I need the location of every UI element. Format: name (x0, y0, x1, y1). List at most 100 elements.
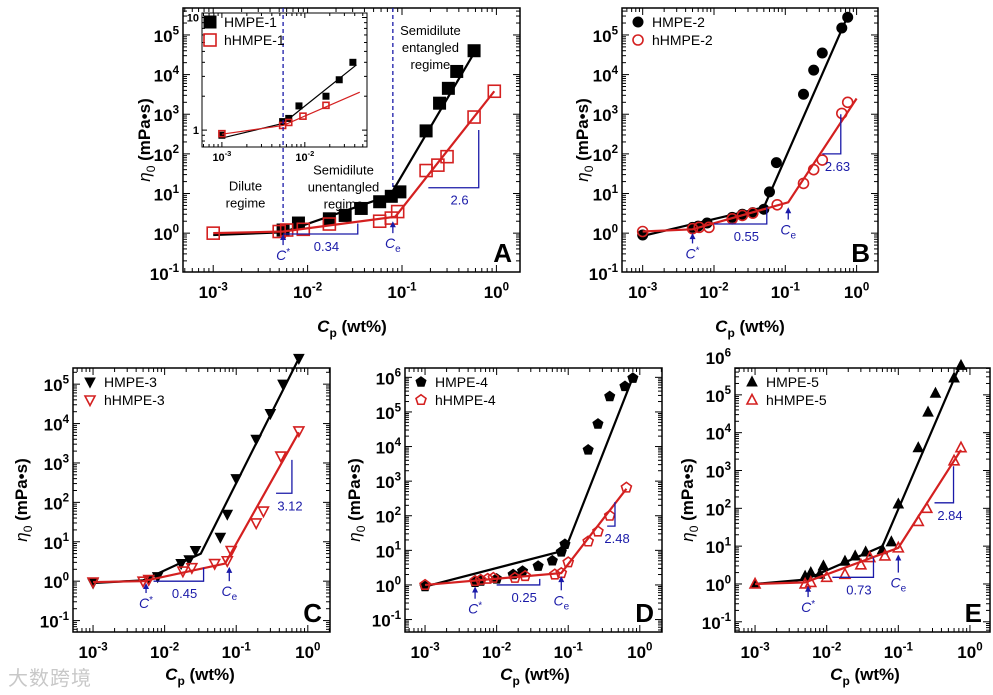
tick-exponent: -2 (718, 281, 728, 293)
data-point (440, 149, 454, 164)
tick-exponent: 2 (63, 493, 69, 505)
data-point (249, 518, 263, 531)
x-label-unit: (wt%) (520, 665, 570, 684)
x-tick-label: 10-2 (482, 641, 511, 662)
inset-data-point (322, 101, 330, 110)
y-label-sub: 0 (354, 525, 368, 532)
data-point (746, 207, 759, 219)
data-point (636, 225, 649, 238)
tick-base: 10 (589, 265, 608, 284)
data-point (582, 444, 594, 455)
tick-exponent: -1 (406, 281, 417, 293)
x-tick-label: 10-1 (222, 641, 252, 662)
x-label-sub: p (512, 674, 519, 688)
label-main: C (139, 595, 150, 611)
tick-exponent: -1 (59, 611, 70, 623)
tick-base: 10 (293, 283, 312, 302)
panel-label: E (965, 598, 982, 628)
legend-marker-icon (745, 392, 759, 405)
tick-exponent: -2 (312, 281, 322, 293)
data-point (842, 11, 854, 23)
tick-base: 10 (376, 473, 395, 492)
slope-label: 2.48 (604, 531, 629, 546)
watermark: 大数跨境 (8, 666, 92, 690)
tick-base: 10 (150, 265, 169, 284)
label-sub: e (232, 592, 238, 603)
tick-base: 10 (44, 455, 63, 474)
fit-line (755, 449, 962, 586)
data-point (224, 545, 238, 558)
plot-frame (404, 367, 663, 633)
label-sup: * (811, 599, 815, 610)
data-point (620, 481, 633, 493)
tick-exponent: 0 (173, 224, 179, 236)
y-tick-label: 104 (154, 65, 180, 86)
tick-base: 10 (376, 577, 395, 596)
y-tick-label: 101 (706, 536, 732, 557)
data-point (555, 546, 567, 557)
tick-base: 10 (150, 643, 169, 662)
slope-label: 0.55 (734, 229, 759, 244)
y-tick-label: 10-1 (702, 612, 732, 633)
tick-exponent: 0 (646, 641, 652, 653)
tick-exponent: -2 (501, 641, 511, 653)
x-tick-label: 10-1 (554, 641, 584, 662)
legend-label: hHMPE-3 (104, 392, 165, 408)
x-tick-label: 100 (627, 641, 652, 662)
data-point (604, 390, 616, 402)
x-tick-label: 10-1 (387, 281, 417, 302)
data-point (136, 576, 150, 589)
y-tick-label: 104 (706, 423, 732, 444)
tick-base: 10 (706, 425, 725, 444)
y-label-sub: 0 (144, 165, 158, 172)
slope-label: 2.63 (825, 159, 850, 174)
regime-label: regime (226, 195, 266, 210)
x-tick-label: 10-2 (150, 641, 179, 662)
label-sup: * (478, 601, 482, 612)
tick-base: 10 (593, 186, 612, 205)
y-tick-label: 102 (593, 144, 618, 165)
tick-exponent: -3 (97, 641, 107, 653)
y-tick-label: 104 (44, 414, 70, 435)
data-point (279, 223, 294, 237)
data-point (183, 555, 195, 567)
data-point (619, 380, 631, 392)
data-point (947, 453, 961, 466)
data-point (390, 204, 405, 219)
slope-triangle (283, 223, 359, 235)
plot-frame (734, 367, 991, 633)
x-label-main: C (500, 665, 513, 684)
tick-base: 10 (957, 643, 976, 662)
tick-base: 10 (44, 534, 63, 553)
tick-base: 10 (154, 225, 173, 244)
tick-exponent: 5 (725, 385, 732, 397)
y-axis-label: η0 (mPa•s) (573, 98, 596, 182)
tick-exponent: 3 (173, 105, 179, 117)
data-point (891, 540, 905, 553)
tick-exponent: 0 (314, 641, 320, 653)
arrow-head-icon (895, 554, 902, 561)
tick-base: 10 (40, 613, 59, 632)
c-star-label: C* (686, 245, 700, 261)
fit-line (93, 431, 300, 584)
legend-marker-icon (632, 16, 644, 28)
y-tick-label: 101 (44, 532, 70, 553)
data-point (250, 434, 263, 446)
slope-triangle (496, 578, 541, 586)
data-point (548, 568, 561, 580)
arrow-head-icon (785, 207, 792, 214)
x-label-main: C (715, 317, 728, 336)
tick-base: 10 (295, 643, 314, 662)
data-point (293, 353, 305, 365)
tick-exponent: 4 (612, 65, 619, 77)
x-label-sub: p (177, 674, 184, 688)
data-point (274, 451, 288, 464)
label-sub: e (901, 584, 907, 595)
y-tick-label: 101 (593, 184, 619, 205)
x-label-unit: (wt%) (337, 317, 387, 336)
x-tick-label: 10-1 (884, 641, 914, 662)
y-label-sub: 0 (582, 165, 596, 172)
tick-exponent: 0 (725, 574, 731, 586)
tick-base: 10 (844, 283, 863, 302)
inset-data-point (335, 76, 343, 84)
